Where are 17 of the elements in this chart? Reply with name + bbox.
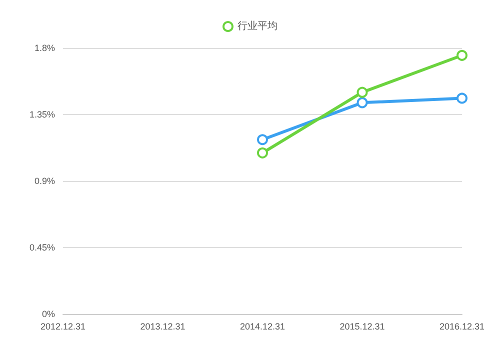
x-tick-label: 2013.12.31 bbox=[140, 322, 186, 332]
point bbox=[456, 92, 468, 104]
y-tick-label: 1.35% bbox=[29, 110, 55, 120]
x-tick-label: 2015.12.31 bbox=[340, 322, 385, 332]
point bbox=[257, 134, 268, 146]
legend-label: 行业平均 bbox=[238, 20, 278, 32]
y-tick-label: 0% bbox=[42, 309, 55, 319]
x-tick-label: 2012.12.31 bbox=[40, 322, 86, 332]
point bbox=[356, 97, 368, 108]
y-tick-label: 0.9% bbox=[34, 176, 55, 186]
x-tick-label: 2016.12.31 bbox=[439, 322, 485, 332]
x-tick-label: 2014.12.31 bbox=[240, 322, 286, 332]
point bbox=[257, 147, 268, 158]
point bbox=[456, 50, 468, 61]
point bbox=[356, 86, 368, 98]
y-tick-label: 0.45% bbox=[29, 242, 55, 252]
y-tick-label: 1.8% bbox=[34, 43, 55, 53]
